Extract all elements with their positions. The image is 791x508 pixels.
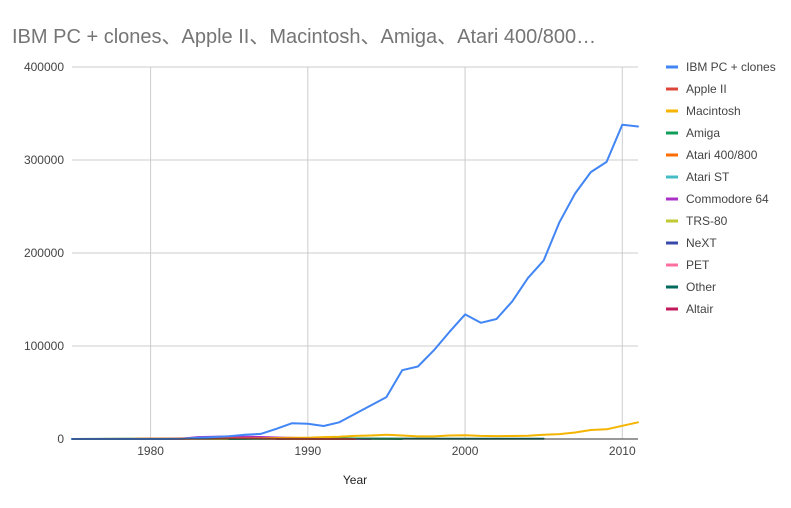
y-tick-label: 400000: [24, 60, 64, 74]
y-tick-label: 100000: [24, 339, 64, 353]
legend-label: Amiga: [686, 126, 720, 140]
x-tick-label: 2000: [452, 444, 479, 458]
legend-label: Atari 400/800: [686, 148, 758, 162]
legend-label: Apple II: [686, 82, 727, 96]
x-axis-title: Year: [343, 473, 367, 487]
grid: [72, 66, 638, 439]
y-tick-label: 0: [57, 432, 64, 446]
legend-label: PET: [686, 258, 710, 272]
x-tick-label: 1980: [137, 444, 164, 458]
chart-title: IBM PC + clones、Apple II、Macintosh、Amiga…: [12, 26, 597, 48]
y-tick-label: 200000: [24, 246, 64, 260]
legend-label: Atari ST: [686, 170, 730, 184]
legend-label: Commodore 64: [686, 192, 769, 206]
axes: 0 100000 200000 300000 400000 1980 1990 2000 201…: [24, 60, 638, 458]
legend-label: Altair: [686, 302, 713, 316]
legend-label: Macintosh: [686, 104, 741, 118]
y-tick-label: 300000: [24, 153, 64, 167]
x-tick-label: 2010: [609, 444, 636, 458]
legend-label: Other: [686, 280, 716, 294]
legend-label: NeXT: [686, 236, 717, 250]
series-lines: [71, 123, 639, 440]
series-line-ibm-pc-clones: [71, 123, 639, 440]
series-line-macintosh: [212, 421, 639, 440]
legend-label: TRS-80: [686, 214, 728, 228]
legend: IBM PC + clones Apple II Macintosh Amiga Ata…: [666, 60, 776, 316]
legend-label: IBM PC + clones: [686, 60, 776, 74]
x-tick-label: 1990: [294, 444, 321, 458]
